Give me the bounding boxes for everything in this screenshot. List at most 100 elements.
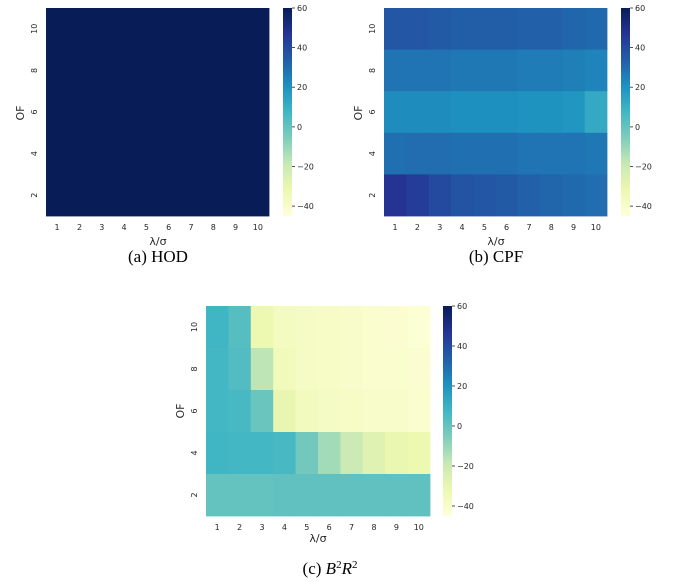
heatmap-b-cell [517,8,541,50]
heatmap-b-cell [517,174,541,217]
heatmap-b-x-tick-label: 4 [460,223,465,232]
heatmap-c-cell [273,432,296,475]
heatmap-b-x-tick-label: 9 [571,223,576,232]
heatmap-c-cell [407,432,431,475]
heatmap-b-colorbar-gradient [621,8,630,216]
heatmap-a-cell [224,132,248,175]
heatmap-b-cell [384,8,407,50]
heatmap-c-cell [250,474,274,517]
heatmap-a-x-tick-label: 8 [211,223,216,232]
heatmap-b-cell [473,91,496,134]
heatmap-a-colorbar-gradient [283,8,292,216]
heatmap-c-cell [206,390,229,433]
heatmap-b-cell [495,91,519,134]
heatmap-c-cell [250,390,274,433]
heatmap-b-cell [540,132,563,175]
heatmap-c-cell [385,306,408,349]
heatmap-a-cell [157,174,181,217]
heatmap-c-cell [362,306,386,349]
heatmap-c-x-tick-label: 8 [371,523,376,532]
heatmap-c-cell [340,348,364,391]
heatmap-b-x-tick-label: 3 [437,223,442,232]
heatmap-a-y-tick-label: 8 [30,68,39,73]
heatmap-c-cell [318,474,341,517]
heatmap-b-cell [473,8,496,50]
heatmap-c-x-tick-label: 3 [259,523,264,532]
heatmap-c-cell [385,432,408,475]
heatmap-c-cell [228,474,252,517]
heatmap-a-x-tick-label: 5 [144,223,149,232]
heatmap-a-cell [135,49,158,92]
heatmap-c-cells [206,306,431,517]
heatmap-c-cell [295,474,319,517]
caption-c-prefix: (c) [303,559,326,578]
heatmap-b-x-tick-label: 1 [393,223,398,232]
heatmap-a-x-ticks: 1 2 3 4 5 6 7 8 9 10 [55,223,263,232]
heatmap-a-colorbar-tick-label: 20 [297,83,307,92]
heatmap-a-cell [46,91,69,134]
heatmap-b-cell [384,174,407,217]
heatmap-b-xlabel: λ/σ [487,235,504,248]
heatmap-a-xlabel: λ/σ [149,235,166,248]
heatmap-a-colorbar-tick-label: −20 [297,163,314,172]
heatmap-b-colorbar-tick-label: 60 [635,4,645,13]
heatmap-b-cell [406,91,429,134]
heatmap-a-cell [68,91,91,134]
heatmap-c-cell [295,390,319,433]
heatmap-b-cell [562,174,586,217]
heatmap-b-cell [584,174,608,217]
heatmap-a-cell [112,132,136,175]
heatmap-b-y-tick-label: 2 [368,193,377,198]
heatmap-a-cell [202,49,225,92]
heatmap-c-cell [318,306,341,349]
heatmap-b-cell [384,91,407,134]
heatmap-a-y-ticks: 10 8 6 4 2 [30,24,39,198]
heatmap-a-x-tick-label: 10 [253,223,263,232]
heatmap-a-cell [90,174,114,217]
heatmap-b-cell [384,49,407,92]
heatmap-b-cell [495,8,519,50]
heatmap-b-y-ticks: 10 8 6 4 2 [368,24,377,198]
heatmap-c-colorbar: 60 40 20 0 −20 −40 [443,302,474,516]
heatmap-b-cell [584,132,608,175]
heatmap-c-cell [318,432,341,475]
caption-a: (a) HOD [128,247,188,266]
heatmap-c-x-tick-label: 6 [327,523,332,532]
heatmap-a-cell [202,132,225,175]
heatmap-a-cell [68,174,91,217]
heatmap-b-x-tick-label: 6 [504,223,509,232]
heatmap-b-cell [540,49,563,92]
heatmap-c-cell [362,474,386,517]
heatmap-a-cell [68,132,91,175]
heatmap-a-cell [202,91,225,134]
heatmap-c-cell [228,432,252,475]
heatmap-c-cell [385,390,408,433]
caption-c-r-exp: 2 [352,559,358,571]
heatmap-b-cell [406,174,429,217]
heatmap-c-colorbar-tick-label: 40 [457,342,467,351]
heatmap-c-cell [362,390,386,433]
heatmap-b-cell [428,174,452,217]
heatmap-b-y-tick-label: 10 [368,24,377,34]
heatmap-b-y-tick-label: 6 [368,109,377,114]
heatmap-b-cell [584,8,608,50]
heatmap-a-x-tick-label: 4 [121,223,126,232]
heatmap-b-cell [473,174,496,217]
heatmap-a-cell [224,49,248,92]
heatmap-b-cell [495,174,519,217]
heatmap-a-cell [179,132,203,175]
heatmap-c-x-tick-label: 2 [237,523,242,532]
heatmap-b-cells [384,8,608,217]
heatmap-a-cell [46,174,69,217]
heatmap-c-colorbar-tick-label: 0 [457,422,462,431]
heatmap-a-x-tick-label: 9 [233,223,238,232]
heatmap-a-colorbar-tick-label: 0 [297,123,302,132]
heatmap-b-cell [428,91,452,134]
heatmap-b-cell [540,91,563,134]
heatmap-b-cell [562,91,586,134]
heatmap-a-cell [46,8,69,50]
heatmap-a-colorbar-tick-label: 40 [297,44,307,53]
heatmap-b-cell [562,8,586,50]
